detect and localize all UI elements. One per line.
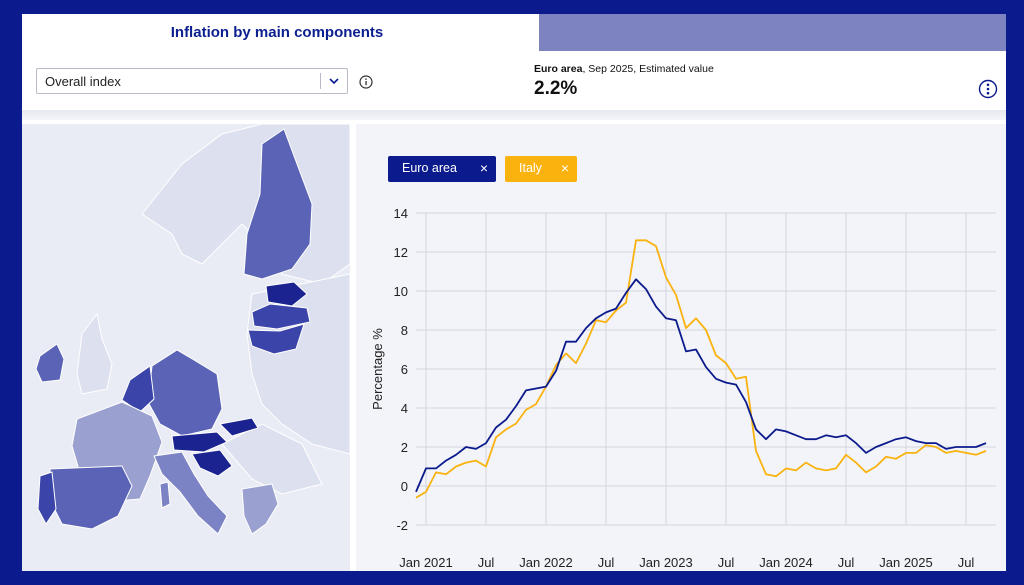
kpi-detail: , Sep 2025, Estimated value (582, 63, 714, 75)
map-greece[interactable] (241, 483, 279, 535)
kpi-label: Euro area, Sep 2025, Estimated value (534, 63, 714, 75)
chevron-down-icon[interactable] (327, 74, 341, 88)
close-icon[interactable]: × (479, 160, 488, 176)
x-tick-label: Jul (958, 555, 975, 570)
component-select[interactable]: Overall index (36, 68, 348, 94)
y-tick-label: 6 (401, 362, 408, 377)
x-tick-label: Jul (838, 555, 855, 570)
map-spain[interactable] (49, 465, 133, 530)
map-finland[interactable] (243, 128, 313, 280)
more-options-icon[interactable] (978, 79, 998, 99)
x-tick-label: Jan 2023 (639, 555, 693, 570)
legend-chip-italy[interactable]: Italy × (505, 156, 577, 182)
map-italy[interactable] (153, 451, 228, 535)
series-line-italy (415, 239, 987, 499)
map-sardinia (159, 481, 171, 509)
series-line-euro-area (415, 278, 987, 493)
kpi-card: Euro area, Sep 2025, Estimated value 2.2… (532, 51, 1006, 110)
select-divider (320, 73, 321, 89)
y-tick-label: 12 (394, 245, 408, 260)
info-icon[interactable] (359, 75, 373, 89)
x-tick-label: Jul (478, 555, 495, 570)
x-tick-label: Jan 2022 (519, 555, 573, 570)
kpi-region: Euro area (534, 63, 583, 75)
kpi-value: 2.2% (534, 78, 578, 99)
y-tick-label: 4 (401, 401, 408, 416)
legend-chip-euro-area[interactable]: Euro area × (388, 156, 496, 182)
map-landmass-balkans (221, 423, 323, 495)
map-ireland[interactable] (35, 343, 65, 383)
chart-panel: Euro area × Italy × -2 0 2 4 6 8 10 12 14 Jan 202… (356, 124, 1006, 571)
x-tick-label: Jul (718, 555, 735, 570)
x-tick-label: Jan 2024 (759, 555, 813, 570)
x-tick-label: Jan 2021 (399, 555, 453, 570)
legend-chip-label: Italy (519, 161, 542, 175)
map-uk (76, 312, 113, 395)
x-tick-label: Jan 2025 (879, 555, 933, 570)
legend-chip-label: Euro area (402, 161, 457, 175)
close-icon[interactable]: × (560, 160, 569, 176)
map-estonia[interactable] (265, 281, 308, 307)
y-axis-label: Percentage % (370, 328, 385, 410)
y-tick-label: 10 (394, 284, 408, 299)
map-germany[interactable] (147, 349, 223, 437)
dashboard-frame: Inflation by main components Overall ind… (22, 14, 1006, 571)
map-portugal[interactable] (37, 471, 57, 525)
component-select-value: Overall index (45, 74, 121, 89)
y-tick-label: -2 (396, 518, 408, 533)
x-tick-label: Jul (598, 555, 615, 570)
inflation-line-chart: -2 0 2 4 6 8 10 12 14 Jan 2021 Jul Jan 2022 Jul Jan 2… (370, 206, 996, 570)
header-band-fill (539, 14, 1006, 51)
map-croatia[interactable] (191, 449, 233, 477)
page-title: Inflation by main components (170, 24, 384, 41)
y-tick-label: 8 (401, 323, 408, 338)
header-left: Inflation by main components Overall ind… (22, 14, 532, 110)
map-latvia[interactable] (251, 303, 311, 330)
map-austria[interactable] (171, 431, 228, 453)
map-lithuania[interactable] (247, 323, 305, 355)
map-slovakia[interactable] (218, 417, 259, 437)
y-tick-label: 0 (401, 479, 408, 494)
y-tick-label: 14 (394, 206, 408, 221)
europe-map[interactable] (22, 124, 350, 571)
europe-map-svg (35, 124, 350, 535)
map-benelux[interactable] (121, 365, 155, 413)
header-shadow (22, 110, 1006, 120)
y-tick-label: 2 (401, 440, 408, 455)
